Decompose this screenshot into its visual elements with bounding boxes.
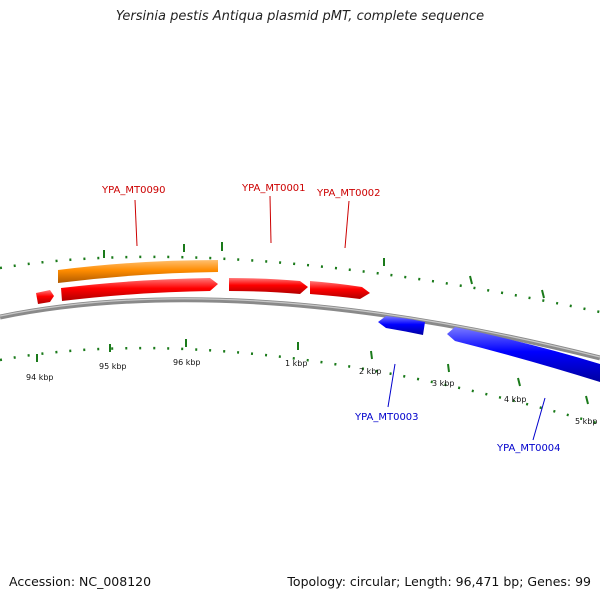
- scale-label: 4 kbp: [504, 395, 526, 404]
- scale-label: 96 kbp: [173, 358, 201, 367]
- gene-label[interactable]: YPA_MT0002: [316, 188, 381, 199]
- gene-label[interactable]: YPA_MT0001: [241, 183, 306, 194]
- major-tick: [370, 350, 373, 360]
- gene-arrow-ypa-mt0004[interactable]: [447, 327, 600, 382]
- scale-label: 3 kbp: [432, 379, 454, 388]
- scale-label: 95 kbp: [99, 362, 127, 371]
- feature-band-ypa-mt0090[interactable]: [58, 260, 218, 283]
- outer-tick-ring: [0, 242, 600, 314]
- major-tick: [469, 275, 473, 285]
- major-tick: [585, 395, 589, 405]
- gene-label[interactable]: YPA_MT0090: [101, 185, 166, 196]
- genome-summary-text: Topology: circular; Length: 96,471 bp; G…: [287, 574, 591, 589]
- leader-line: [269, 195, 272, 244]
- gene-arrow-ypa-mt0002[interactable]: [310, 281, 370, 299]
- gene-arrow-ypa-mt0001[interactable]: [229, 278, 308, 294]
- gene-arrow-forward[interactable]: [36, 290, 54, 304]
- map-title: Yersinia pestis Antiqua plasmid pMT, com…: [115, 9, 485, 24]
- leader-line: [134, 199, 138, 247]
- accession-text: Accession: NC_008120: [9, 574, 152, 589]
- leader-line: [387, 363, 396, 408]
- genome-backbone-highlight: [0, 298, 600, 358]
- scale-label: 2 kbp: [359, 367, 381, 376]
- gene-label[interactable]: YPA_MT0003: [354, 412, 419, 423]
- gene-labels: YPA_MT0090 YPA_MT0001 YPA_MT0002 YPA_MT0…: [101, 183, 561, 454]
- leader-line: [344, 200, 350, 249]
- major-tick: [447, 363, 450, 373]
- major-tick: [541, 289, 545, 299]
- gene-arrow-ypa-mt0090[interactable]: [61, 278, 218, 301]
- inner-tick-ring: [0, 339, 600, 426]
- gene-leaders: [134, 195, 546, 441]
- gene-label[interactable]: YPA_MT0004: [496, 443, 561, 454]
- reverse-genes: [378, 316, 600, 382]
- major-tick: [517, 377, 521, 387]
- scale-labels: 94 kbp 95 kbp 96 kbp 1 kbp 2 kbp 3 kbp 4…: [26, 358, 597, 426]
- inner-tick-ring-arc: [0, 346, 600, 426]
- scale-label: 5 kbp: [575, 417, 597, 426]
- gene-arrow-ypa-mt0003[interactable]: [378, 316, 425, 335]
- leader-line: [532, 397, 546, 441]
- forward-genes: [36, 278, 370, 304]
- scale-label: 1 kbp: [285, 359, 307, 368]
- genome-backbone: [0, 297, 600, 361]
- scale-label: 94 kbp: [26, 373, 54, 382]
